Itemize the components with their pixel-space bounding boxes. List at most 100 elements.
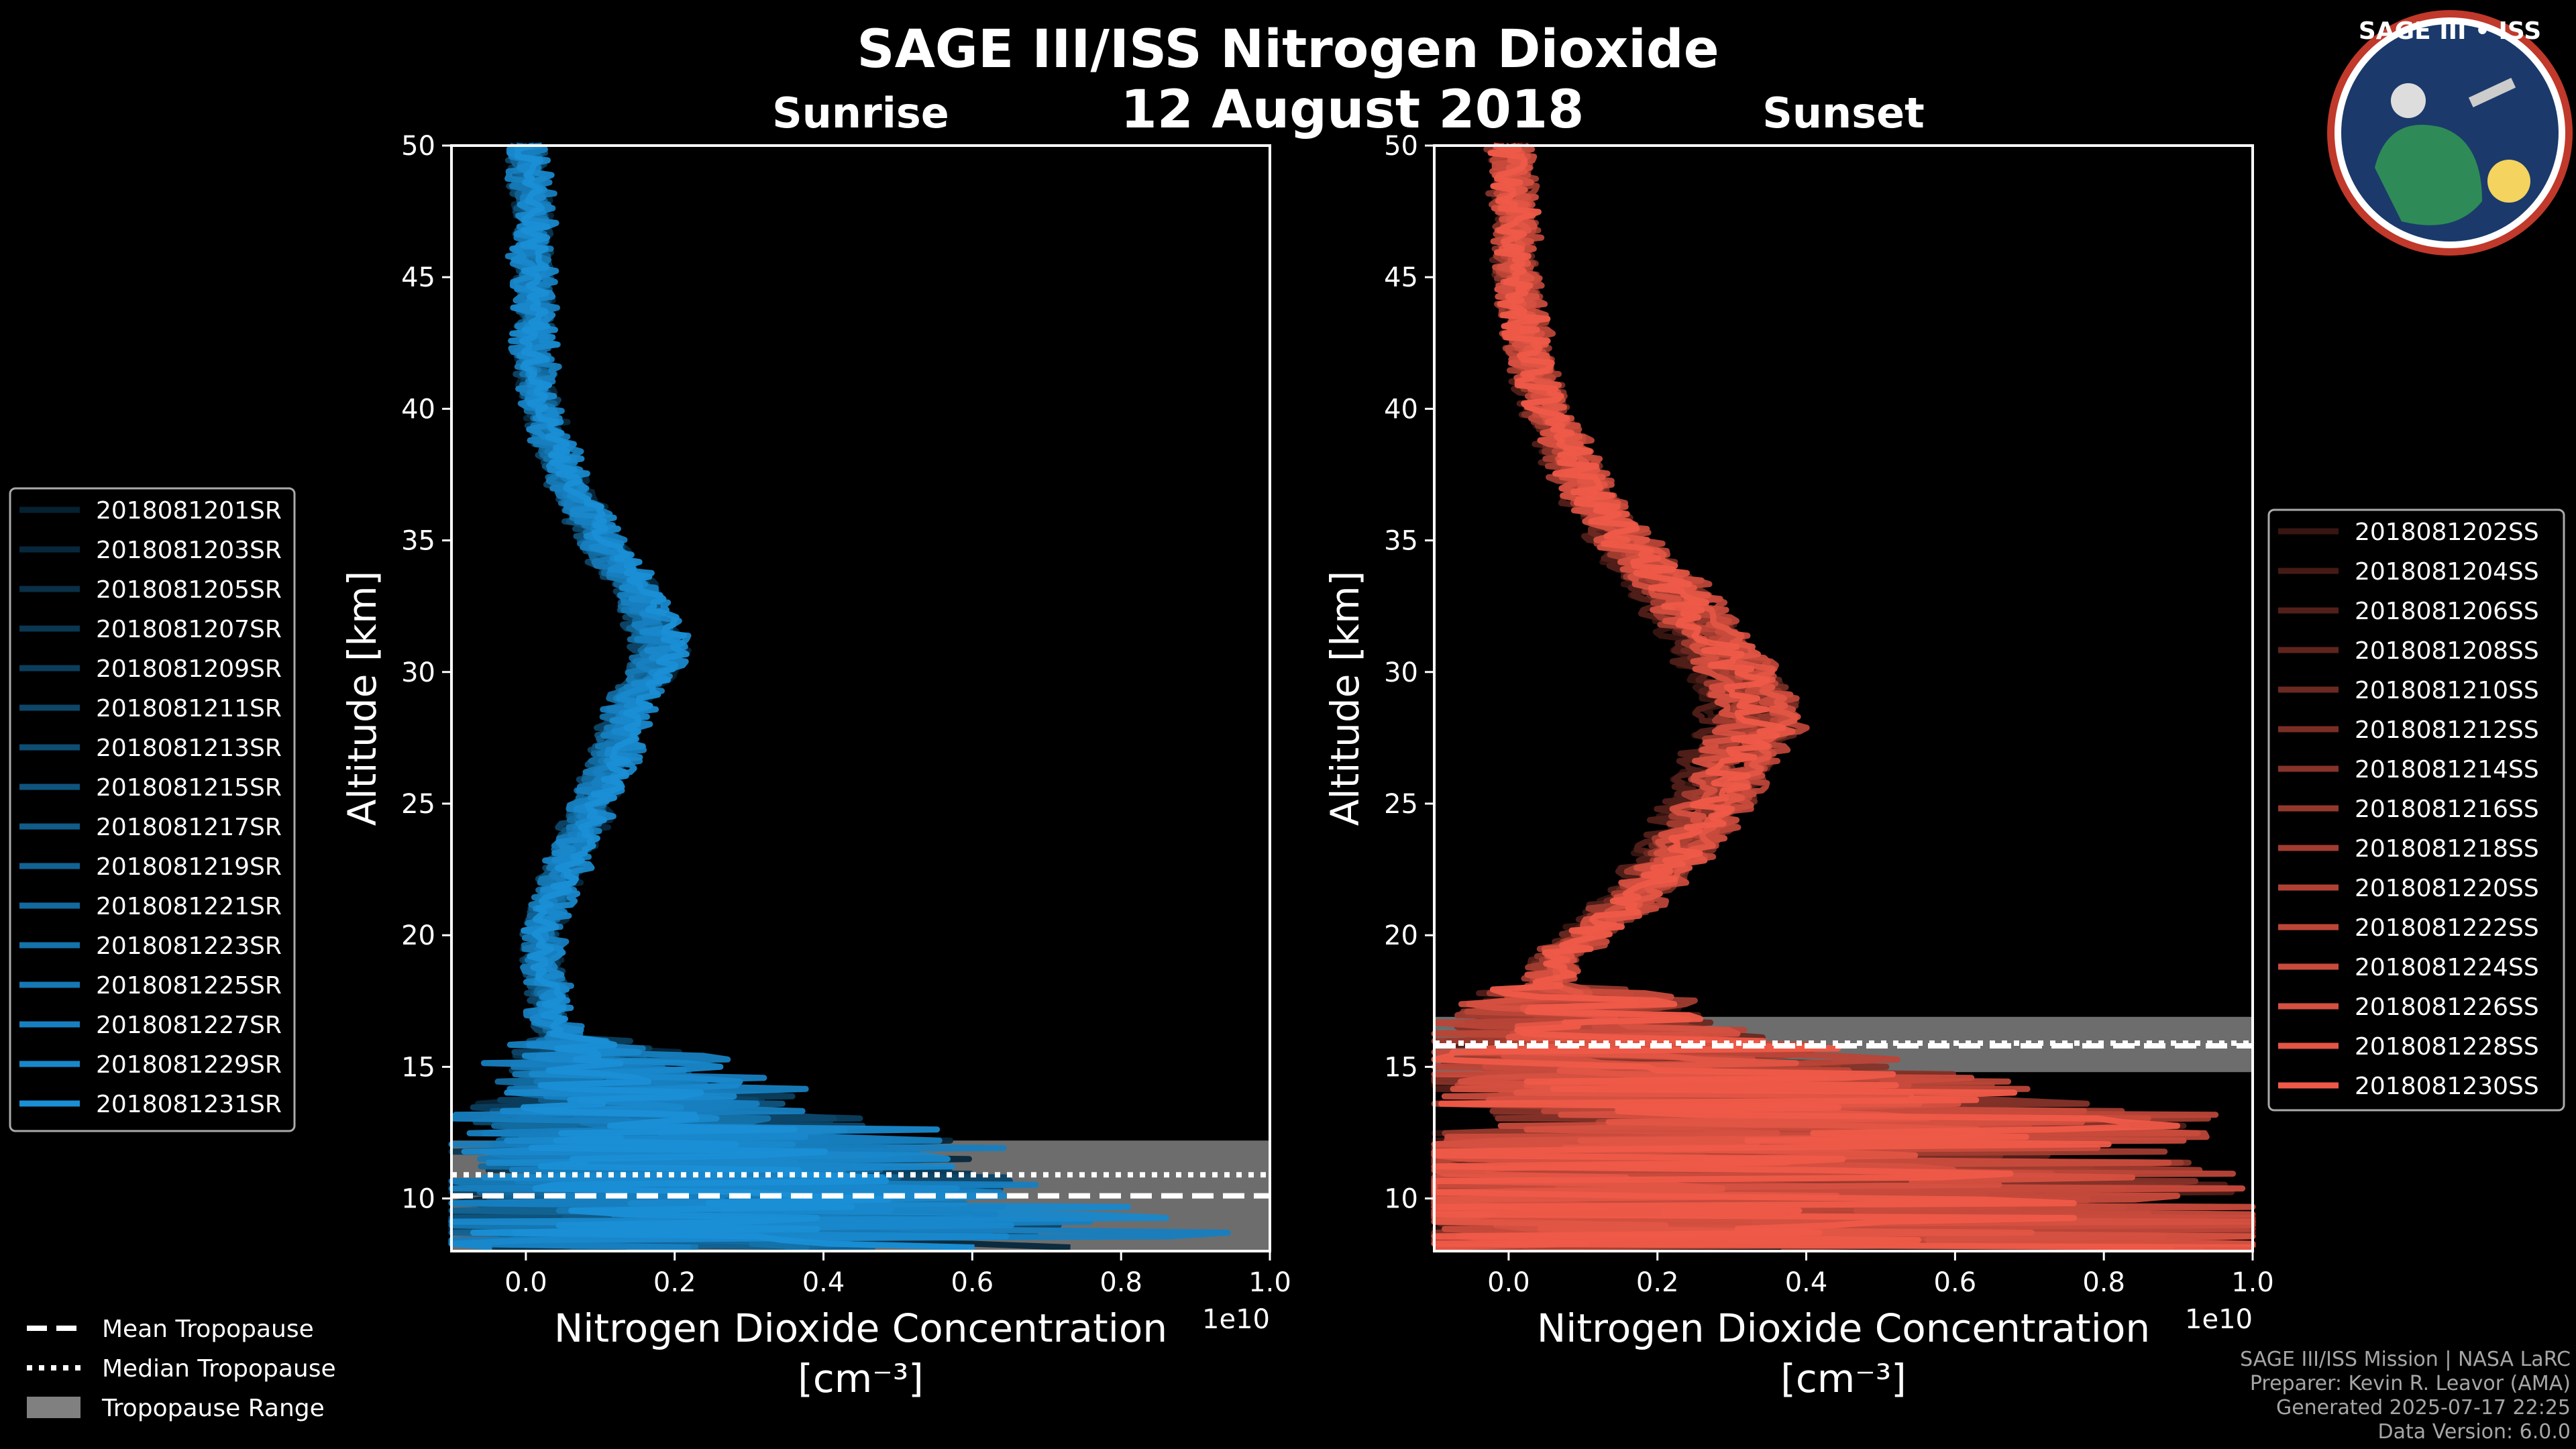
legend-entry: 2018081201SR [96,497,282,525]
x-tick-label: 1.0 [1248,1267,1291,1298]
footer-line-3: Generated 2025-07-17 22:25 [2276,1396,2571,1419]
y-tick-label: 40 [401,394,435,425]
legend-entry: 2018081204SS [2355,558,2539,586]
sunset-legend-box [2267,508,2565,1112]
legend-entry: 2018081217SR [96,814,282,841]
sunrise-panel: Sunrise 0.0 0.2 0.4 0.6 0.8 1.0 10 15 20 25 30 35 4… [339,89,1291,1401]
x-tick-label: 0.0 [1487,1267,1530,1298]
legend-entry: 2018081218SS [2355,835,2539,863]
y-tick-label: 30 [1384,657,1418,688]
legend-entry: 2018081223SR [96,932,282,960]
legend-entry: 2018081208SS [2355,637,2539,665]
footer-line-2: Preparer: Kevin R. Leavor (AMA) [2250,1372,2571,1395]
sunrise-x-scale-label: 1e10 [1202,1304,1270,1335]
sunrise-panel-title: Sunrise [772,89,949,138]
footer-line-1: SAGE III/ISS Mission | NASA LaRC [2240,1348,2571,1371]
legend-entry: 2018081224SS [2355,954,2539,981]
sunrise-tropopause-lines [451,1172,1270,1199]
sunset-profile-line [1431,142,2253,1250]
legend-entry: 2018081219SR [96,853,282,881]
sunset-panel-title: Sunset [1762,89,1925,138]
legend-entry: 2018081225SR [96,972,282,1000]
y-tick-label: 15 [1384,1052,1418,1083]
y-tick-label: 50 [401,131,435,162]
sunrise-profile-lines [448,142,1231,1250]
legend-entry: 2018081209SR [96,655,282,683]
y-tick-label: 35 [401,526,435,557]
sunrise-profile-line [448,142,1169,1250]
x-tick-label: 0.8 [2082,1267,2125,1298]
legend-entry: 2018081226SS [2355,994,2539,1021]
x-tick-label: 1.0 [2231,1267,2274,1298]
figure-title: SAGE III/ISS Nitrogen Dioxide [857,19,1719,80]
x-tick-label: 0.2 [653,1267,696,1298]
legend-entry: 2018081220SS [2355,875,2539,902]
legend-entry: 2018081230SS [2355,1073,2539,1100]
x-tick-label: 0.8 [1099,1267,1142,1298]
y-tick-label: 45 [1384,262,1418,293]
sunset-panel: Sunset 0.0 0.2 0.4 0.6 0.8 1.0 10 15 20 25 30 35 40… [1322,89,2274,1401]
x-tick-label: 0.0 [504,1267,547,1298]
tropopause-legend-entry: Median Tropopause [102,1355,336,1383]
tropopause-legend: Mean Tropopause Median Tropopause Tropopau… [27,1316,336,1422]
logo-earth-icon [2375,125,2482,225]
y-tick-label: 30 [401,657,435,688]
sunrise-x-ticks: 0.0 0.2 0.4 0.6 0.8 1.0 [504,1251,1291,1298]
logo-sun-icon [2487,160,2530,203]
tropopause-legend-entry: Tropopause Range [101,1395,325,1422]
legend-entry: 2018081228SS [2355,1033,2539,1061]
legend-entry: 2018081211SR [96,695,282,722]
sunset-x-axis-label: Nitrogen Dioxide Concentration [1537,1305,2150,1351]
sunrise-profile-line [470,142,975,1250]
sage-iii-iss-mission-logo: SAGE III • ISS [2327,10,2573,256]
footer-credits: SAGE III/ISS Mission | NASA LaRC Prepare… [2240,1348,2571,1444]
sunset-x-scale-label: 1e10 [2185,1304,2253,1335]
y-tick-label: 25 [1384,789,1418,820]
legend-entry: 2018081207SR [96,616,282,643]
y-tick-label: 45 [401,262,435,293]
legend-entry: 2018081205SR [96,576,282,604]
sunrise-legend-box [9,487,296,1132]
legend-entry: 2018081210SS [2355,677,2539,704]
sunrise-x-axis-label: Nitrogen Dioxide Concentration [554,1305,1167,1351]
logo-iss-icon [2468,77,2516,108]
sunrise-plot-frame [450,144,1271,1252]
legend-entry: 2018081206SS [2355,598,2539,625]
y-tick-label: 10 [1384,1184,1418,1215]
sunset-tropopause-lines [1434,1040,2253,1049]
logo-text: SAGE III • ISS [2359,17,2541,45]
y-tick-label: 20 [1384,920,1418,951]
sunset-y-axis-label: Altitude [km] [1322,571,1368,826]
sunset-x-ticks: 0.0 0.2 0.4 0.6 0.8 1.0 [1487,1251,2274,1298]
sunset-x-axis-unit: [cm⁻³] [1780,1356,1907,1401]
y-tick-label: 50 [1384,131,1418,162]
legend-entry: 2018081229SR [96,1051,282,1079]
x-tick-label: 0.2 [1636,1267,1679,1298]
footer-line-4: Data Version: 6.0.0 [2378,1420,2571,1444]
figure-date: 12 August 2018 [1121,80,1585,140]
legend-entry: 2018081203SR [96,537,282,564]
sunrise-legend: 2018081201SR 2018081203SR 2018081205SR 2018… [9,487,296,1132]
sunrise-y-axis-label: Altitude [km] [339,571,385,826]
legend-entry: 2018081215SR [96,774,282,802]
y-tick-label: 20 [401,920,435,951]
sunset-plot-frame [1433,144,2254,1252]
tropopause-range-swatch [27,1397,80,1418]
logo-moon-icon [2391,83,2426,118]
legend-entry: 2018081214SS [2355,756,2539,784]
x-tick-label: 0.4 [802,1267,845,1298]
y-tick-label: 10 [401,1184,435,1215]
legend-entry: 2018081202SS [2355,519,2539,546]
sunset-profile-lines [1431,142,2256,1250]
sunrise-y-ticks: 10 15 20 25 30 35 40 45 50 [401,131,451,1215]
legend-entry: 2018081221SR [96,893,282,920]
sunset-y-ticks: 10 15 20 25 30 35 40 45 50 [1384,131,1434,1215]
legend-entry: 2018081231SR [96,1091,282,1118]
legend-entry: 2018081227SR [96,1012,282,1039]
legend-entry: 2018081216SS [2355,796,2539,823]
tropopause-legend-entry: Mean Tropopause [102,1316,314,1343]
x-tick-label: 0.6 [1934,1267,1977,1298]
y-tick-label: 15 [401,1052,435,1083]
sunset-legend: 2018081202SS 2018081204SS 2018081206SS 2018… [2267,508,2565,1112]
